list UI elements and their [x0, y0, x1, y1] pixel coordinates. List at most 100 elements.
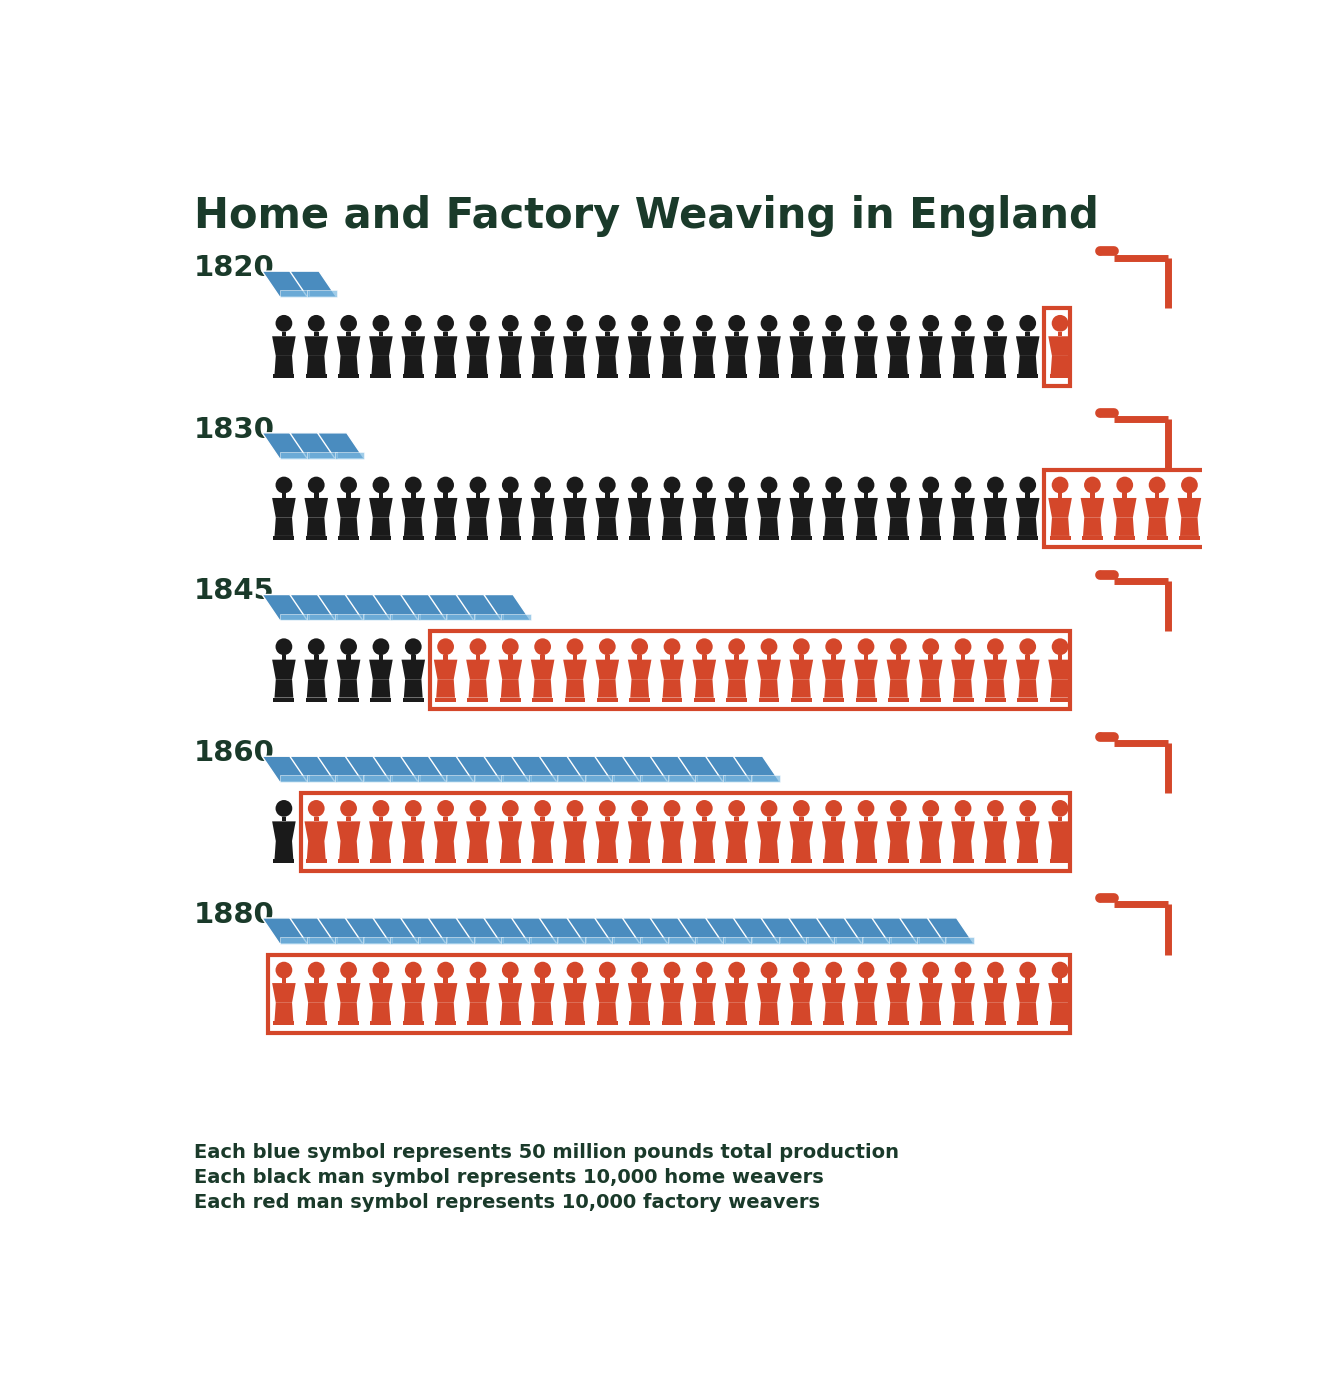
Circle shape: [955, 314, 971, 332]
Polygon shape: [498, 659, 522, 680]
Polygon shape: [692, 336, 716, 356]
Polygon shape: [854, 336, 878, 356]
Polygon shape: [857, 1003, 876, 1020]
Bar: [403, 1020, 423, 1025]
Polygon shape: [857, 356, 876, 374]
Polygon shape: [889, 517, 908, 536]
Bar: [1058, 494, 1062, 498]
Polygon shape: [498, 336, 522, 356]
Polygon shape: [370, 659, 392, 680]
Bar: [499, 698, 521, 702]
Bar: [670, 655, 675, 659]
Bar: [1044, 470, 1232, 547]
Polygon shape: [1115, 517, 1134, 536]
Circle shape: [534, 961, 552, 979]
Circle shape: [308, 477, 324, 494]
Bar: [532, 859, 553, 863]
Bar: [896, 655, 901, 659]
Bar: [347, 979, 351, 983]
Polygon shape: [953, 517, 972, 536]
Bar: [305, 698, 327, 702]
Circle shape: [470, 477, 486, 494]
Bar: [435, 698, 457, 702]
Circle shape: [858, 314, 874, 332]
Polygon shape: [498, 822, 522, 841]
Polygon shape: [370, 498, 392, 517]
Bar: [313, 655, 319, 659]
Polygon shape: [668, 775, 696, 782]
Polygon shape: [337, 498, 360, 517]
Polygon shape: [660, 498, 684, 517]
Polygon shape: [289, 433, 336, 459]
Polygon shape: [370, 336, 392, 356]
Bar: [920, 1020, 941, 1025]
Polygon shape: [724, 983, 749, 1003]
Polygon shape: [825, 841, 844, 859]
Bar: [1026, 979, 1030, 983]
Circle shape: [987, 314, 1004, 332]
Bar: [702, 816, 707, 822]
Bar: [791, 698, 811, 702]
Polygon shape: [1016, 336, 1039, 356]
Polygon shape: [374, 756, 419, 782]
Bar: [896, 979, 901, 983]
Polygon shape: [530, 336, 554, 356]
Polygon shape: [791, 1003, 811, 1020]
Polygon shape: [678, 918, 724, 943]
Polygon shape: [1018, 1003, 1038, 1020]
Bar: [1050, 1020, 1071, 1025]
Bar: [702, 655, 707, 659]
Polygon shape: [1081, 498, 1105, 517]
Polygon shape: [857, 680, 876, 698]
Circle shape: [825, 638, 842, 655]
Text: 1880: 1880: [194, 900, 274, 929]
Bar: [371, 698, 391, 702]
Polygon shape: [437, 841, 455, 859]
Circle shape: [308, 961, 324, 979]
Text: Home and Factory Weaving in England: Home and Factory Weaving in England: [194, 194, 1099, 237]
Polygon shape: [371, 1003, 391, 1020]
Polygon shape: [308, 938, 336, 943]
Bar: [952, 859, 973, 863]
Polygon shape: [663, 680, 682, 698]
Polygon shape: [623, 756, 670, 782]
Polygon shape: [595, 756, 641, 782]
Bar: [1220, 494, 1224, 498]
Bar: [694, 859, 715, 863]
Bar: [986, 374, 1006, 378]
Polygon shape: [900, 918, 947, 943]
Bar: [273, 1020, 295, 1025]
Polygon shape: [446, 938, 475, 943]
Polygon shape: [404, 356, 423, 374]
Bar: [435, 374, 457, 378]
Polygon shape: [706, 756, 753, 782]
Bar: [411, 655, 415, 659]
Circle shape: [1051, 314, 1069, 332]
Text: 1830: 1830: [194, 415, 274, 444]
Circle shape: [890, 800, 907, 816]
Bar: [799, 655, 803, 659]
Bar: [799, 332, 803, 336]
Bar: [403, 698, 423, 702]
Polygon shape: [339, 841, 358, 859]
Polygon shape: [1210, 498, 1233, 517]
Polygon shape: [984, 822, 1007, 841]
Circle shape: [1051, 638, 1069, 655]
Polygon shape: [434, 336, 458, 356]
Polygon shape: [596, 822, 619, 841]
Bar: [1146, 536, 1168, 539]
Polygon shape: [262, 918, 309, 943]
Polygon shape: [724, 498, 749, 517]
Polygon shape: [280, 614, 309, 621]
Polygon shape: [822, 336, 845, 356]
Polygon shape: [692, 822, 716, 841]
Circle shape: [502, 314, 518, 332]
Bar: [928, 979, 933, 983]
Polygon shape: [640, 775, 670, 782]
Bar: [702, 494, 707, 498]
Bar: [1018, 859, 1038, 863]
Bar: [856, 1020, 877, 1025]
Polygon shape: [1016, 822, 1039, 841]
Polygon shape: [825, 1003, 844, 1020]
Polygon shape: [857, 517, 876, 536]
